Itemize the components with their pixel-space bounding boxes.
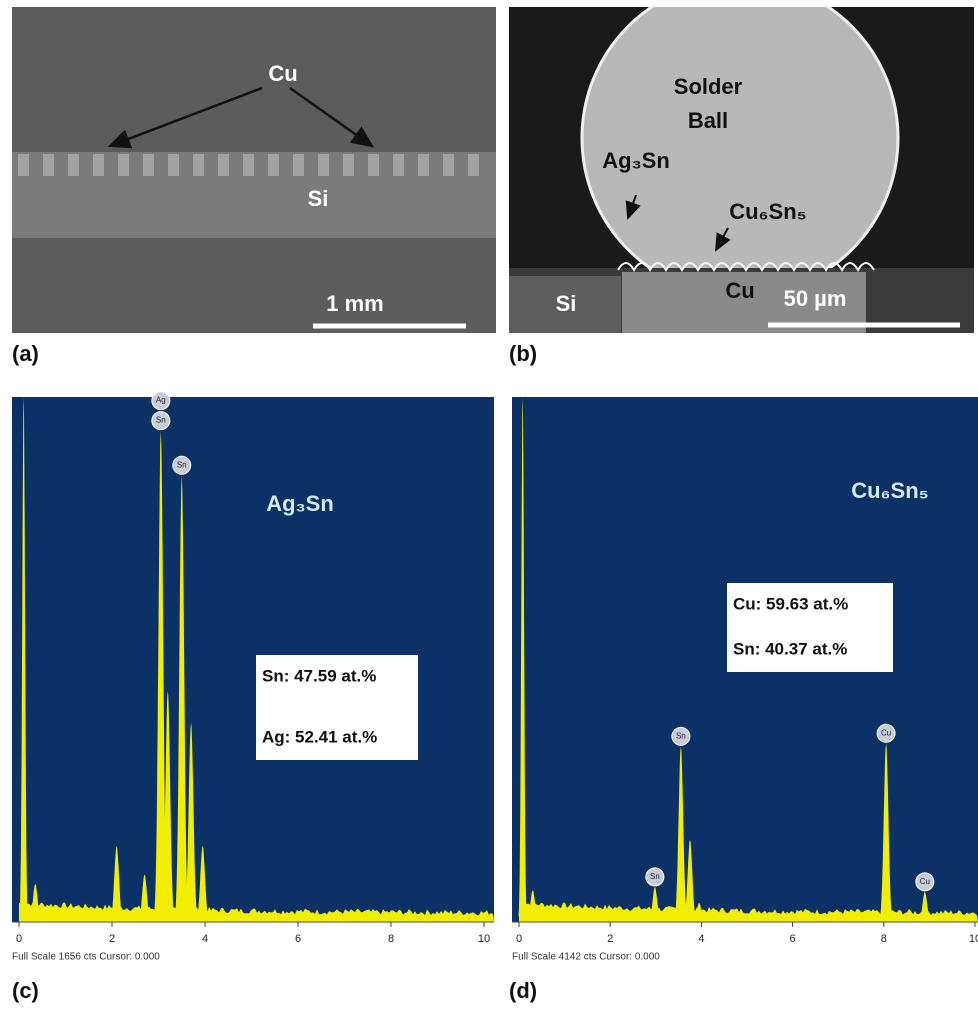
cu-pad (18, 154, 29, 176)
label-ag3sn: Ag₃Sn (602, 148, 670, 173)
peak-label: Cu (920, 877, 930, 886)
x-tick-label: 4 (202, 933, 208, 945)
cu-pad (193, 154, 204, 176)
label-si: Si (308, 186, 329, 211)
spectrum-footer: Full Scale 1656 cts Cursor: 0.000 (12, 952, 160, 963)
cu-pad (368, 154, 379, 176)
peak-label: Sn (156, 416, 166, 425)
page: Cu Si 1 mm (a) Solder Ball Ag₃Sn Cu₆Sn₅ … (0, 0, 978, 1010)
x-tick-label: 10 (478, 933, 490, 945)
label-cu: Cu (268, 61, 297, 86)
peak-label: Cu (881, 728, 891, 737)
x-tick-label: 0 (516, 933, 522, 945)
panel-label: (c) (12, 978, 39, 1003)
cu-pad (268, 154, 279, 176)
cu-pad (43, 154, 54, 176)
label-cu6sn5: Cu₆Sn₅ (729, 199, 807, 224)
plot-area (12, 397, 494, 922)
figure: Cu Si 1 mm (a) Solder Ball Ag₃Sn Cu₆Sn₅ … (0, 0, 978, 1010)
peak-label: Ag (156, 396, 166, 405)
panel-label: (a) (12, 341, 39, 366)
x-tick-label: 6 (295, 933, 301, 945)
cu-pad (218, 154, 229, 176)
x-tick-label: 8 (881, 933, 887, 945)
x-tick-label: 2 (607, 933, 613, 945)
cu-pad (393, 154, 404, 176)
composition-text: Ag: 52.41 at.% (262, 727, 377, 746)
x-tick-label: 4 (698, 933, 704, 945)
phase-title: Cu₆Sn₅ (851, 478, 929, 503)
phase-title: Ag₃Sn (266, 491, 334, 516)
label-cu: Cu (725, 278, 754, 303)
cu-pad (143, 154, 154, 176)
cu-pad (168, 154, 179, 176)
cu-pad (343, 154, 354, 176)
label-si: Si (556, 291, 577, 316)
cu-pad (468, 154, 479, 176)
peak-label: Sn (650, 872, 660, 881)
x-tick-label: 10 (969, 933, 978, 945)
peak-label: Sn (676, 731, 686, 740)
panel-label: (b) (509, 341, 537, 366)
x-tick-label: 0 (16, 933, 22, 945)
cu-pad (118, 154, 129, 176)
label-ball: Ball (688, 108, 728, 133)
label-solder: Solder (674, 74, 743, 99)
panel-b: Solder Ball Ag₃Sn Cu₆Sn₅ Si Cu 50 µm (b) (509, 0, 974, 366)
composition-text: Sn: 47.59 at.% (262, 666, 376, 685)
peak-label: Sn (177, 460, 187, 469)
cu-pad (93, 154, 104, 176)
cu-pad (293, 154, 304, 176)
x-tick-label: 2 (109, 933, 115, 945)
cu-pad (443, 154, 454, 176)
x-tick-label: 8 (388, 933, 394, 945)
panel-a: Cu Si 1 mm (a) (12, 7, 496, 366)
cu-pad (68, 154, 79, 176)
cu-pad (418, 154, 429, 176)
panel-label: (d) (509, 978, 537, 1003)
spectrum-footer: Full Scale 4142 cts Cursor: 0.000 (512, 952, 660, 963)
scale-label: 50 µm (784, 286, 847, 311)
cu-pad (243, 154, 254, 176)
composition-text: Sn: 40.37 at.% (733, 639, 847, 658)
scale-label: 1 mm (326, 291, 383, 316)
cu-pad (318, 154, 329, 176)
composition-text: Cu: 59.63 at.% (733, 594, 848, 613)
x-tick-label: 6 (790, 933, 796, 945)
